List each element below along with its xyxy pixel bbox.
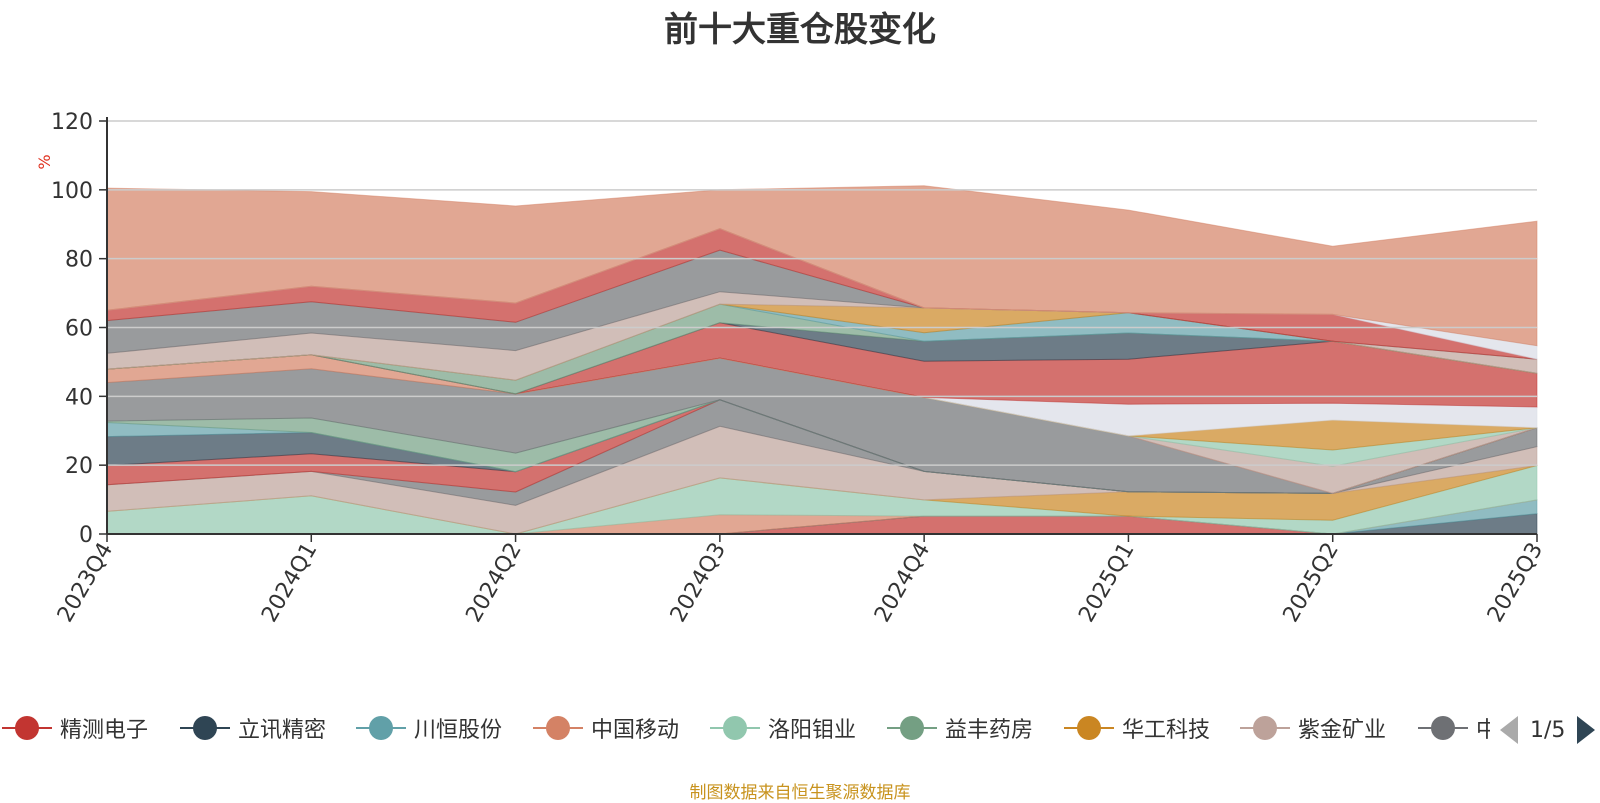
legend-next-arrow-icon[interactable] (1577, 716, 1596, 744)
legend-label: 川恒股份 (414, 718, 503, 743)
legend-item-2[interactable]: 川恒股份 (356, 708, 502, 748)
legend-label: 华工科技 (1122, 718, 1211, 743)
x-tick-label-1: 2024Q1 (257, 539, 322, 627)
legend-item-8[interactable]: 中际旭创 (1418, 708, 1490, 748)
legend-swatch-icon (887, 713, 937, 743)
x-tick-label-7: 2025Q3 (1483, 539, 1548, 627)
legend-label: 中国移动 (591, 718, 680, 743)
legend-page-indicator: 1/5 (1530, 717, 1566, 743)
chart-title: 前十大重仓股变化 (664, 10, 936, 50)
data-source-footer: 制图数据来自恒生聚源数据库 (689, 783, 911, 803)
legend-label: 紫金矿业 (1298, 718, 1387, 743)
x-tick-label-6: 2025Q2 (1279, 539, 1344, 627)
legend: 精测电子 立讯精密 川恒股份 中国移动 洛阳钼业 益丰药房 华工科技 紫金矿业 中际旭创 (0, 708, 1490, 748)
legend-label: 精测电子 (60, 718, 149, 743)
legend-prev-arrow-icon[interactable] (1500, 716, 1518, 744)
x-tick-label-0: 2023Q4 (53, 539, 118, 627)
legend-item-5[interactable]: 益丰药房 (887, 708, 1033, 748)
y-tick-label-3: 60 (65, 317, 93, 342)
legend-item-7[interactable]: 紫金矿业 (1240, 708, 1386, 748)
y-axis-label: % (35, 154, 54, 169)
legend-swatch-icon (2, 713, 52, 743)
x-tick-label-2: 2024Q2 (461, 539, 526, 627)
legend-swatch-icon (533, 713, 583, 743)
y-tick-label-1: 20 (65, 454, 93, 479)
legend-label: 中际旭创 (1476, 718, 1490, 743)
y-tick-label-6: 120 (51, 110, 93, 135)
area-series-29 (106, 185, 1538, 347)
legend-item-1[interactable]: 立讯精密 (180, 708, 326, 748)
y-tick-label-0: 0 (79, 523, 93, 548)
x-tick-label-3: 2024Q3 (666, 539, 731, 627)
legend-swatch-icon (710, 713, 760, 743)
x-tick-label-4: 2024Q4 (870, 539, 935, 627)
legend-item-0[interactable]: 精测电子 (2, 708, 148, 748)
legend-label: 益丰药房 (945, 718, 1034, 743)
legend-swatch-icon (1418, 713, 1468, 743)
y-tick-label-5: 100 (51, 179, 93, 204)
legend-swatch-icon (180, 713, 230, 743)
legend-pager: 1/5 (1500, 716, 1596, 744)
legend-item-6[interactable]: 华工科技 (1064, 708, 1210, 748)
legend-label: 立讯精密 (238, 718, 327, 743)
legend-swatch-icon (1240, 713, 1290, 743)
legend-item-4[interactable]: 洛阳钼业 (710, 708, 856, 748)
legend-swatch-icon (1064, 713, 1114, 743)
y-tick-label-2: 40 (65, 385, 93, 410)
legend-swatch-icon (356, 713, 406, 743)
legend-item-3[interactable]: 中国移动 (533, 708, 679, 748)
y-tick-label-4: 80 (65, 248, 93, 273)
legend-label: 洛阳钼业 (768, 718, 857, 743)
x-tick-label-5: 2025Q1 (1074, 539, 1139, 627)
